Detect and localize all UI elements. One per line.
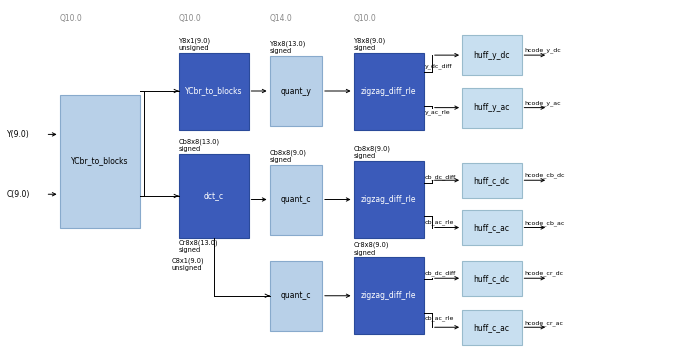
- FancyBboxPatch shape: [354, 257, 424, 334]
- FancyBboxPatch shape: [270, 261, 322, 331]
- FancyBboxPatch shape: [178, 52, 248, 130]
- Text: cb_dc_diff: cb_dc_diff: [425, 271, 456, 276]
- Text: Q10.0: Q10.0: [60, 14, 83, 23]
- Text: dct_c: dct_c: [204, 191, 223, 201]
- FancyBboxPatch shape: [354, 52, 424, 130]
- Text: Cb8x8(9.0)
signed: Cb8x8(9.0) signed: [270, 149, 307, 163]
- Text: y_dc_diff: y_dc_diff: [425, 63, 452, 69]
- Text: quant_c: quant_c: [281, 195, 311, 204]
- Text: hcode_cb_ac: hcode_cb_ac: [524, 220, 565, 226]
- FancyBboxPatch shape: [462, 261, 522, 296]
- Text: hcode_cr_ac: hcode_cr_ac: [524, 320, 564, 326]
- Text: hcode_y_ac: hcode_y_ac: [524, 100, 561, 106]
- Text: huff_c_dc: huff_c_dc: [474, 274, 510, 283]
- Text: cb_dc_diff: cb_dc_diff: [425, 174, 456, 180]
- FancyBboxPatch shape: [462, 35, 522, 75]
- Text: Cb8x8(9.0)
signed: Cb8x8(9.0) signed: [354, 146, 391, 159]
- Text: huff_y_ac: huff_y_ac: [474, 103, 510, 112]
- Text: Y8x8(13.0)
signed: Y8x8(13.0) signed: [270, 41, 306, 54]
- Text: Cb8x8(13.0)
signed: Cb8x8(13.0) signed: [178, 139, 220, 152]
- FancyBboxPatch shape: [462, 88, 522, 128]
- Text: Y(9.0): Y(9.0): [7, 130, 29, 139]
- FancyBboxPatch shape: [462, 163, 522, 198]
- FancyBboxPatch shape: [178, 154, 248, 238]
- Text: C8x1(9.0)
unsigned: C8x1(9.0) unsigned: [172, 257, 204, 271]
- Text: quant_y: quant_y: [280, 86, 312, 96]
- Text: Y8x8(9.0)
signed: Y8x8(9.0) signed: [354, 37, 386, 51]
- Text: zigzag_diff_rle: zigzag_diff_rle: [360, 195, 416, 204]
- Text: hcode_y_dc: hcode_y_dc: [524, 48, 561, 53]
- Text: y_ac_rle: y_ac_rle: [425, 109, 451, 115]
- Text: huff_c_ac: huff_c_ac: [474, 323, 510, 332]
- FancyBboxPatch shape: [462, 310, 522, 345]
- FancyBboxPatch shape: [60, 94, 140, 228]
- FancyBboxPatch shape: [354, 161, 424, 238]
- Text: huff_y_dc: huff_y_dc: [473, 51, 510, 60]
- FancyBboxPatch shape: [270, 56, 322, 126]
- Text: huff_c_ac: huff_c_ac: [474, 223, 510, 232]
- Text: zigzag_diff_rle: zigzag_diff_rle: [360, 291, 416, 300]
- Text: Cr8x8(13.0)
signed: Cr8x8(13.0) signed: [178, 240, 218, 253]
- Text: YCbr_to_blocks: YCbr_to_blocks: [71, 156, 129, 166]
- Text: Y8x1(9.0)
unsigned: Y8x1(9.0) unsigned: [178, 37, 211, 51]
- Text: zigzag_diff_rle: zigzag_diff_rle: [360, 86, 416, 96]
- Text: cb_ac_rle: cb_ac_rle: [425, 219, 454, 225]
- FancyBboxPatch shape: [462, 210, 522, 245]
- Text: Q14.0: Q14.0: [270, 14, 293, 23]
- Text: cb_ac_rle: cb_ac_rle: [425, 315, 454, 321]
- Text: hcode_cb_dc: hcode_cb_dc: [524, 173, 565, 178]
- Text: hcode_cr_dc: hcode_cr_dc: [524, 271, 564, 277]
- Text: quant_c: quant_c: [281, 291, 311, 300]
- Text: C(9.0): C(9.0): [7, 190, 30, 199]
- Text: Q10.0: Q10.0: [178, 14, 202, 23]
- Text: Q10.0: Q10.0: [354, 14, 377, 23]
- Text: YCbr_to_blocks: YCbr_to_blocks: [185, 86, 242, 96]
- Text: Cr8x8(9.0)
signed: Cr8x8(9.0) signed: [354, 242, 389, 256]
- FancyBboxPatch shape: [270, 164, 322, 235]
- Text: huff_c_dc: huff_c_dc: [474, 176, 510, 185]
